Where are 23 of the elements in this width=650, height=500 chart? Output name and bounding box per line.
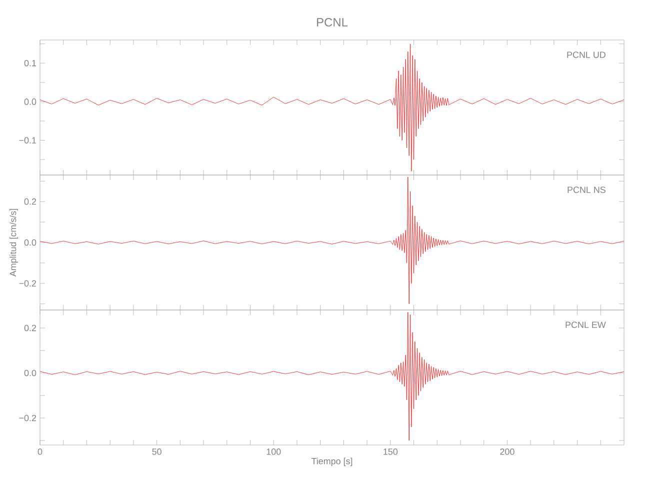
- x-axis-title: Tiempo [s]: [311, 458, 352, 466]
- y-tick-label: 0.0: [24, 98, 36, 105]
- annotation: PCNL EW: [566, 322, 606, 328]
- x-tick-label: 0: [38, 448, 42, 455]
- chart-title: PCNL: [317, 18, 348, 26]
- x-tick-label: 150: [384, 448, 398, 455]
- annotation: PCNL NS: [568, 186, 606, 193]
- x-tick-label: 100: [266, 448, 281, 455]
- line-series: [40, 312, 624, 441]
- y-axis-title: Amplitud [cm/s/s]: [10, 209, 18, 277]
- y-tick-label: −0.2: [19, 280, 36, 287]
- line-series: [40, 44, 624, 172]
- y-tick-label: −0.1: [19, 137, 36, 144]
- y-tick-label: 0.1: [24, 60, 36, 66]
- x-tick-label: 200: [500, 448, 514, 455]
- y-tick-label: 0.2: [24, 324, 36, 332]
- y-tick-label: 0.2: [24, 198, 36, 205]
- y-tick-label: −0.2: [19, 414, 36, 422]
- annotation: PCNL UD: [567, 52, 606, 58]
- y-tick-label: 0.0: [24, 239, 36, 246]
- line-series: [40, 176, 624, 304]
- y-tick-label: 0.0: [24, 370, 36, 376]
- x-tick-label: 50: [152, 448, 162, 455]
